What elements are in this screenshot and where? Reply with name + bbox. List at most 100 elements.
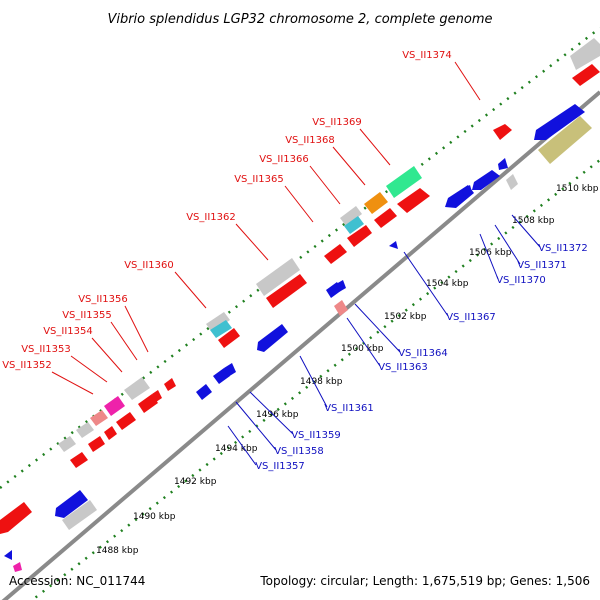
gene-reverse-other[interactable]	[334, 300, 348, 316]
label-leader-line	[299, 355, 328, 408]
gene-label-forward[interactable]: VS_II1353	[21, 344, 71, 355]
tick-label: 1506 kbp	[469, 248, 512, 258]
gene-label-forward[interactable]: VS_II1369	[312, 117, 362, 128]
gene-forward[interactable]	[88, 436, 105, 452]
gene-forward-other[interactable]	[76, 422, 94, 438]
label-leader-line	[235, 401, 277, 451]
gene-forward[interactable]	[218, 328, 240, 348]
gene-forward-other[interactable]	[104, 396, 125, 416]
gene-reverse[interactable]	[498, 158, 508, 170]
gene-label-reverse[interactable]: VS_II1361	[324, 403, 374, 414]
tick-label: 1490 kbp	[133, 512, 176, 522]
gene-forward[interactable]	[266, 274, 307, 308]
gene-label-forward[interactable]: VS_II1354	[43, 326, 93, 337]
label-leader-line	[511, 214, 541, 248]
gene-label-reverse[interactable]: VS_II1371	[517, 260, 567, 271]
gene-forward-other[interactable]	[340, 206, 362, 226]
tick-labels: 1488 kbp 1490 kbp 1492 kbp 1494 kbp 1496 kbp…	[96, 184, 599, 556]
label-leader-line	[454, 61, 481, 101]
gene-label-forward[interactable]: VS_II1365	[234, 174, 284, 185]
label-leader-line	[124, 305, 149, 353]
gene-forward[interactable]	[0, 502, 32, 534]
gene-reverse[interactable]	[55, 490, 88, 518]
label-leader-line	[346, 317, 381, 367]
gene-forward[interactable]	[164, 378, 176, 391]
gene-forward[interactable]	[104, 426, 117, 440]
label-leader-line	[227, 425, 257, 466]
tick-label: 1494 kbp	[215, 444, 258, 454]
gene-label-reverse[interactable]: VS_II1364	[398, 348, 448, 359]
gene-forward-other[interactable]	[124, 377, 150, 400]
gene-label-reverse[interactable]: VS_II1363	[378, 362, 428, 373]
gene-forward[interactable]	[374, 208, 397, 228]
gene-forward[interactable]	[347, 225, 372, 247]
label-leader-line	[309, 165, 341, 205]
outer-tick-line	[0, 27, 600, 489]
gene-label-reverse[interactable]: VS_II1357	[255, 461, 305, 472]
forward-gene-labels: VS_II1374 VS_II1369 VS_II1368 VS_II1366 VS_I…	[2, 50, 481, 395]
gene-label-forward[interactable]: VS_II1362	[186, 212, 236, 223]
accession-text: Accession: NC_011744	[9, 574, 145, 588]
gene-label-reverse[interactable]: VS_II1370	[496, 275, 546, 286]
gene-forward-other[interactable]	[364, 192, 388, 214]
tick-label: 1500 kbp	[341, 344, 384, 354]
gene-forward-other[interactable]	[386, 166, 422, 198]
gene-forward[interactable]	[572, 64, 600, 86]
label-leader-line	[249, 391, 294, 435]
gene-forward[interactable]	[324, 244, 347, 264]
gene-reverse-other[interactable]	[506, 174, 518, 190]
gene-label-forward[interactable]: VS_II1360	[124, 260, 174, 271]
label-leader-line	[174, 271, 207, 309]
gene-label-reverse[interactable]: VS_II1367	[446, 312, 496, 323]
gene-label-forward[interactable]: VS_II1368	[285, 135, 335, 146]
label-leader-line	[479, 233, 499, 280]
gene-reverse[interactable]	[472, 170, 500, 190]
map-title: Vibrio splendidus LGP32 chromosome 2, co…	[107, 12, 492, 27]
gene-forward-other[interactable]	[210, 320, 232, 338]
topology-summary: Topology: circular; Length: 1,675,519 bp…	[259, 574, 590, 588]
gene-label-forward[interactable]: VS_II1374	[402, 50, 452, 61]
gene-forward-other[interactable]	[256, 258, 300, 296]
label-leader-line	[494, 224, 521, 265]
gene-label-forward[interactable]: VS_II1366	[259, 154, 309, 165]
gene-features	[0, 38, 600, 572]
gene-forward[interactable]	[493, 124, 512, 140]
label-leader-line	[70, 355, 108, 383]
gene-forward[interactable]	[138, 394, 158, 413]
gene-forward[interactable]	[397, 188, 430, 213]
gene-reverse[interactable]	[462, 185, 472, 196]
gene-reverse-other[interactable]	[538, 116, 592, 164]
gene-label-reverse[interactable]: VS_II1359	[291, 430, 341, 441]
gene-reverse[interactable]	[336, 280, 346, 292]
label-leader-line	[354, 303, 401, 353]
gene-forward-other[interactable]	[570, 38, 600, 70]
gene-forward-other[interactable]	[90, 410, 108, 426]
gene-reverse-other[interactable]	[13, 562, 22, 572]
gene-forward-other[interactable]	[206, 312, 230, 332]
gene-reverse[interactable]	[213, 368, 230, 384]
gene-reverse[interactable]	[389, 241, 398, 249]
gene-label-forward[interactable]: VS_II1355	[62, 310, 112, 321]
gene-reverse-other[interactable]	[62, 500, 97, 530]
gene-label-forward[interactable]: VS_II1356	[78, 294, 128, 305]
label-leader-line	[110, 321, 138, 361]
gene-forward[interactable]	[70, 452, 88, 468]
gene-reverse[interactable]	[224, 363, 236, 377]
label-leader-line	[91, 337, 123, 373]
gene-reverse[interactable]	[4, 550, 12, 560]
gene-forward-other[interactable]	[344, 216, 364, 234]
tick-label: 1492 kbp	[174, 477, 217, 487]
gene-reverse[interactable]	[534, 104, 585, 140]
gene-reverse[interactable]	[196, 384, 212, 400]
label-leader-line	[235, 223, 269, 261]
gene-forward-other[interactable]	[58, 436, 76, 452]
label-leader-line	[284, 185, 314, 223]
gene-reverse[interactable]	[257, 324, 288, 352]
gene-label-reverse[interactable]: VS_II1358	[274, 446, 324, 457]
gene-forward[interactable]	[116, 412, 136, 430]
tick-label: 1498 kbp	[300, 377, 343, 387]
gene-label-reverse[interactable]: VS_II1372	[538, 243, 588, 254]
tick-label: 1496 kbp	[256, 410, 299, 420]
gene-label-forward[interactable]: VS_II1352	[2, 360, 52, 371]
